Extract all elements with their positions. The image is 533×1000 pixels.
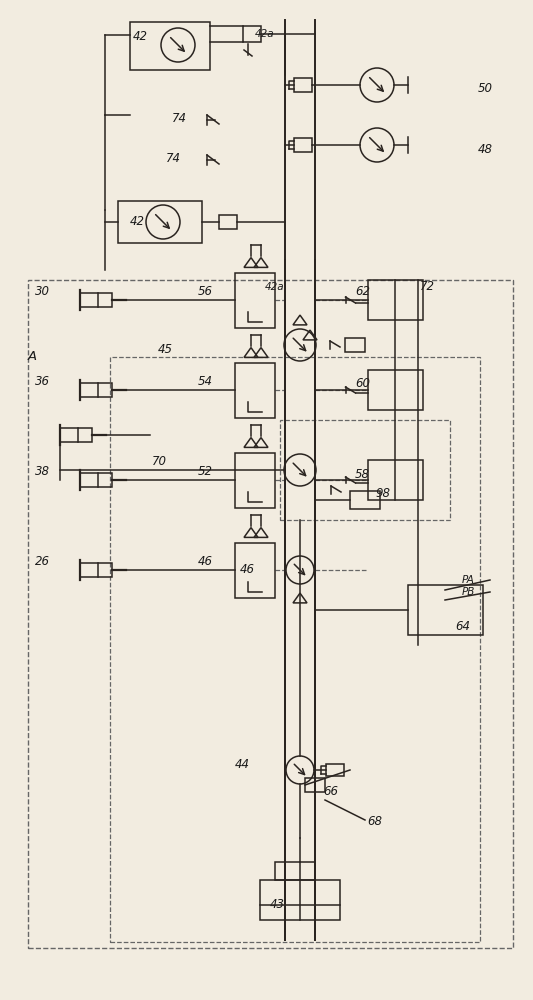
Bar	[80, 383, 112, 397]
Text: 74: 74	[166, 152, 181, 165]
Text: 45: 45	[158, 343, 173, 356]
Bar	[350, 491, 380, 509]
Bar	[130, 22, 210, 70]
Text: 36: 36	[35, 375, 50, 388]
Text: 58: 58	[355, 468, 370, 481]
Bar	[243, 26, 261, 42]
Text: 74: 74	[172, 112, 187, 125]
Text: 64: 64	[455, 620, 470, 633]
Text: 68: 68	[367, 815, 382, 828]
Bar	[294, 78, 312, 92]
Bar	[80, 563, 112, 577]
Text: 72: 72	[420, 280, 435, 293]
Text: A: A	[28, 350, 37, 363]
Bar	[367, 370, 423, 410]
Text: 44: 44	[235, 758, 250, 771]
Text: 26: 26	[35, 555, 50, 568]
Text: 48: 48	[478, 143, 493, 156]
Text: 46: 46	[240, 563, 255, 576]
Bar	[235, 362, 275, 418]
Bar	[118, 201, 202, 243]
Text: 98: 98	[375, 487, 390, 500]
Bar	[235, 272, 275, 328]
Bar	[367, 280, 423, 320]
Text: 52: 52	[198, 465, 213, 478]
Text: 62: 62	[355, 285, 370, 298]
Bar	[345, 338, 365, 352]
Bar	[408, 585, 483, 635]
Text: 42: 42	[130, 215, 145, 228]
Bar	[367, 460, 423, 500]
Bar	[80, 293, 112, 307]
Text: 46: 46	[198, 555, 213, 568]
Text: 42a: 42a	[255, 29, 274, 39]
Text: 66: 66	[323, 785, 338, 798]
Text: 50: 50	[478, 82, 493, 95]
Bar	[110, 357, 480, 942]
Bar	[219, 215, 237, 229]
Bar	[305, 778, 325, 792]
Text: 42a: 42a	[265, 282, 285, 292]
Text: 30: 30	[35, 285, 50, 298]
Text: 38: 38	[35, 465, 50, 478]
Bar	[280, 420, 450, 520]
Bar	[294, 138, 312, 152]
Text: 70: 70	[152, 455, 167, 468]
Text: PB: PB	[462, 587, 475, 597]
Text: 42: 42	[133, 30, 148, 43]
Text: 60: 60	[355, 377, 370, 390]
Bar	[260, 880, 340, 920]
Bar	[326, 764, 344, 776]
Text: 56: 56	[198, 285, 213, 298]
Text: 54: 54	[198, 375, 213, 388]
Bar	[235, 542, 275, 597]
Bar	[235, 452, 275, 508]
Bar	[60, 428, 92, 442]
Bar	[275, 862, 315, 880]
Text: 43: 43	[270, 898, 285, 911]
Bar	[80, 473, 112, 487]
Text: PA: PA	[462, 575, 475, 585]
Bar	[28, 280, 513, 948]
